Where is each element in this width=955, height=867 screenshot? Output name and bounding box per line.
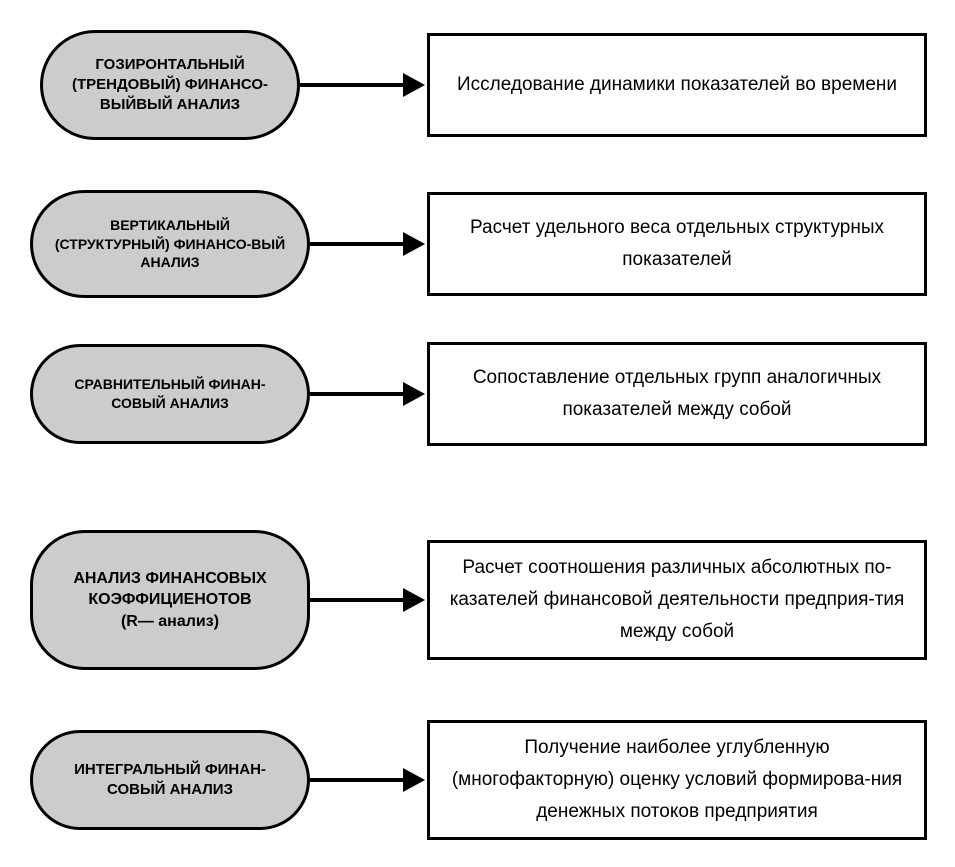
description-box-1: Расчет удельного веса отдельных структур… (427, 192, 927, 296)
diagram-row-1: ВЕРТИКАЛЬНЫЙ (СТРУКТУРНЫЙ) ФИНАНСО-ВЫЙ А… (0, 190, 955, 298)
arrow-line-icon (310, 242, 405, 246)
arrow-head-icon (403, 232, 425, 256)
method-pill-2: СРАВНИТЕЛЬНЫЙ ФИНАН-СОВЫЙ АНАЛИЗ (30, 344, 310, 444)
arrow-line-icon (310, 778, 405, 782)
arrow-0 (300, 73, 425, 97)
arrow-4 (310, 768, 425, 792)
arrow-head-icon (403, 768, 425, 792)
diagram-row-0: ГОЗИРОНТАЛЬНЫЙ (ТРЕНДОВЫЙ) ФИНАНСО-ВЫЙВЫ… (0, 30, 955, 140)
arrow-line-icon (310, 598, 405, 602)
description-box-0: Исследование динамики показателей во вре… (427, 33, 927, 137)
arrow-1 (310, 232, 425, 256)
arrow-3 (310, 588, 425, 612)
description-box-2: Сопоставление отдельных групп аналогичны… (427, 342, 927, 446)
method-pill-0: ГОЗИРОНТАЛЬНЫЙ (ТРЕНДОВЫЙ) ФИНАНСО-ВЫЙВЫ… (40, 30, 300, 140)
description-box-3: Расчет соотношения различных абсолютных … (427, 540, 927, 660)
description-box-4: Получение наиболее углубленную (многофак… (427, 720, 927, 840)
method-pill-1: ВЕРТИКАЛЬНЫЙ (СТРУКТУРНЫЙ) ФИНАНСО-ВЫЙ А… (30, 190, 310, 298)
arrow-2 (310, 382, 425, 406)
diagram-row-2: СРАВНИТЕЛЬНЫЙ ФИНАН-СОВЫЙ АНАЛИЗ Сопостав… (0, 342, 955, 446)
diagram-row-4: ИНТЕГРАЛЬНЫЙ ФИНАН-СОВЫЙ АНАЛИЗ Получение… (0, 720, 955, 840)
arrow-line-icon (310, 392, 405, 396)
arrow-head-icon (403, 382, 425, 406)
arrow-head-icon (403, 588, 425, 612)
method-pill-3: АНАЛИЗ ФИНАНСОВЫХ КОЭФФИЦИЕНОТОВ (R— ана… (30, 530, 310, 670)
arrow-head-icon (403, 73, 425, 97)
method-pill-4: ИНТЕГРАЛЬНЫЙ ФИНАН-СОВЫЙ АНАЛИЗ (30, 730, 310, 830)
diagram-row-3: АНАЛИЗ ФИНАНСОВЫХ КОЭФФИЦИЕНОТОВ (R— ана… (0, 530, 955, 670)
arrow-line-icon (300, 83, 405, 87)
